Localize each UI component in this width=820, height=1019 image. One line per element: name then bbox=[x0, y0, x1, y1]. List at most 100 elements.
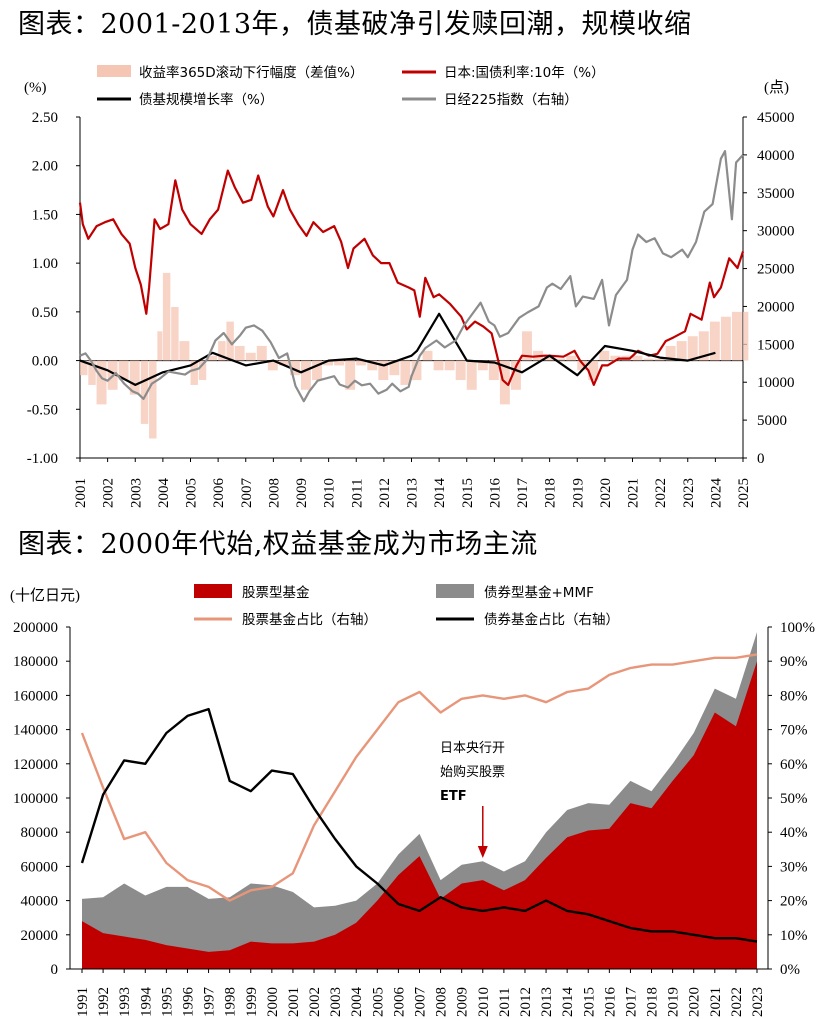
bond-mmf-fund-area bbox=[82, 632, 757, 969]
chart2-x-tick-label: 2018 bbox=[645, 987, 661, 1017]
yield-drawdown-bar bbox=[488, 360, 499, 381]
chart1-x-tick-label: 2021 bbox=[626, 478, 642, 508]
yield-drawdown-bar bbox=[466, 360, 477, 390]
chart1-x-tick-label: 2018 bbox=[543, 478, 559, 508]
yield-drawdown-bar bbox=[643, 358, 654, 361]
yield-drawdown-bar bbox=[444, 360, 455, 371]
chart1-x-tick-label: 2017 bbox=[515, 478, 531, 509]
chart1-right-unit: (点) bbox=[764, 79, 789, 96]
chart1-x-tick-label: 2014 bbox=[432, 478, 448, 509]
chart2-right-tick-label: 90% bbox=[780, 654, 808, 670]
chart1-right-tick-label: 5000 bbox=[757, 413, 787, 429]
chart2-x-tick-label: 2008 bbox=[434, 987, 450, 1017]
chart2-x-tick-label: 2017 bbox=[623, 987, 639, 1018]
bond-fund-growth-line bbox=[79, 312, 716, 386]
yield-drawdown-bar bbox=[367, 360, 378, 371]
chart1-left-tick-label: 0.50 bbox=[32, 305, 58, 321]
chart1-left-tick-label: 2.00 bbox=[32, 159, 58, 175]
chart1-right-tick-label: 40000 bbox=[757, 148, 795, 164]
chart1-legend-swatch bbox=[97, 65, 131, 77]
yield-drawdown-bar bbox=[256, 345, 267, 361]
chart2-legend-label: 股票基金占比（右轴） bbox=[242, 611, 377, 628]
yield-drawdown-bar bbox=[118, 360, 129, 381]
chart2-x-tick-label: 2000 bbox=[265, 987, 281, 1017]
chart1-x-tick-label: 2007 bbox=[239, 478, 255, 509]
chart2-x-tick-label: 2019 bbox=[666, 987, 682, 1017]
chart2-right-tick-label: 10% bbox=[780, 928, 808, 944]
chart2-x-tick-label: 1999 bbox=[244, 987, 260, 1017]
yield-drawdown-bar bbox=[610, 355, 621, 361]
chart2-title: 图表：2000年代始,权益基金成为市场主流 bbox=[18, 529, 538, 560]
etf-annotation-arrowhead bbox=[477, 846, 488, 858]
chart1-left-tick-label: -0.50 bbox=[27, 402, 58, 418]
chart1-left-tick-label: 2.50 bbox=[32, 110, 58, 126]
chart2-right-tick-label: 100% bbox=[780, 620, 815, 636]
chart1-x-tick-label: 2012 bbox=[377, 478, 393, 508]
yield-drawdown-bar bbox=[278, 360, 289, 366]
chart2-x-tick-label: 2010 bbox=[476, 987, 492, 1017]
chart2-x-tick-label: 2007 bbox=[413, 987, 429, 1018]
chart2-x-tick-label: 1993 bbox=[117, 987, 133, 1017]
nikkei225-line bbox=[79, 150, 744, 403]
yield-drawdown-bar bbox=[323, 360, 334, 366]
yield-drawdown-bar bbox=[149, 360, 157, 439]
etf-annotation-line: 始购买股票 bbox=[440, 764, 505, 780]
yield-drawdown-bar bbox=[334, 360, 345, 366]
chart2-left-tick-label: 100000 bbox=[13, 791, 58, 807]
yield-drawdown-bar bbox=[566, 355, 577, 361]
yield-drawdown-bar bbox=[599, 350, 610, 361]
etf-annotation-line: ETF bbox=[440, 789, 467, 804]
yield-drawdown-bar bbox=[665, 345, 676, 361]
chart2-x-tick-label: 1992 bbox=[96, 987, 112, 1017]
chart1-right-tick-label: 0 bbox=[757, 451, 765, 467]
yield-drawdown-bar bbox=[171, 306, 179, 361]
chart2-left-tick-label: 200000 bbox=[13, 620, 58, 636]
chart1-title: 图表：2001-2013年，债基破净引发赎回潮，规模收缩 bbox=[18, 9, 692, 40]
yield-drawdown-bar bbox=[289, 360, 300, 376]
yield-drawdown-bar bbox=[198, 360, 207, 381]
chart2-left-tick-label: 20000 bbox=[21, 928, 59, 944]
chart2-x-tick-label: 2015 bbox=[581, 987, 597, 1017]
chart1-legend-label: 收益率365D滚动下行幅度（差值%） bbox=[139, 64, 364, 81]
chart2-right-tick-label: 70% bbox=[780, 723, 808, 739]
yield-drawdown-bar bbox=[218, 341, 226, 361]
chart1-legend-label: 日本:国债利率:10年（%） bbox=[444, 64, 605, 81]
chart2-left-tick-label: 160000 bbox=[13, 688, 58, 704]
chart2-x-tick-label: 2021 bbox=[708, 987, 724, 1017]
chart2-legend-label: 债券基金占比（右轴） bbox=[484, 611, 619, 628]
chart2-left-tick-label: 0 bbox=[51, 962, 59, 978]
chart2-x-tick-label: 1996 bbox=[180, 987, 196, 1018]
chart1-left-tick-label: -1.00 bbox=[27, 451, 58, 467]
yield-drawdown-bar bbox=[555, 358, 566, 361]
yield-drawdown-bar bbox=[312, 360, 322, 381]
chart2-x-tick-label: 2001 bbox=[286, 987, 302, 1017]
yield-drawdown-bar bbox=[96, 360, 107, 405]
chart1-x-tick-label: 2020 bbox=[598, 478, 614, 508]
yield-drawdown-bar bbox=[267, 360, 278, 371]
yield-drawdown-bar bbox=[455, 360, 466, 381]
chart2-legend-swatch bbox=[194, 584, 232, 598]
chart1-legend-label: 日经225指数（右轴） bbox=[444, 92, 578, 108]
chart2-left-tick-label: 60000 bbox=[21, 859, 59, 875]
yield-drawdown-bar bbox=[544, 355, 555, 361]
yield-drawdown-bar bbox=[422, 350, 433, 361]
chart2-x-tick-label: 2003 bbox=[328, 987, 344, 1017]
yield-drawdown-bar bbox=[162, 272, 171, 361]
yield-drawdown-bar bbox=[234, 345, 245, 361]
chart1-right-tick-label: 10000 bbox=[757, 375, 795, 391]
chart2-x-tick-label: 1998 bbox=[223, 987, 239, 1017]
chart2-x-tick-label: 2013 bbox=[539, 987, 555, 1017]
yield-drawdown-bar bbox=[190, 360, 198, 385]
yield-drawdown-bar bbox=[477, 360, 488, 371]
chart1-right-tick-label: 25000 bbox=[757, 262, 795, 278]
chart2-x-tick-label: 1994 bbox=[138, 987, 154, 1018]
yield-drawdown-bar bbox=[632, 355, 643, 361]
chart2-x-tick-label: 2009 bbox=[455, 987, 471, 1017]
yield-drawdown-bar bbox=[411, 360, 422, 381]
chart2-left-tick-label: 80000 bbox=[21, 825, 59, 841]
chart1-x-tick-label: 2004 bbox=[156, 478, 172, 509]
chart1-legend-label: 债基规模增长率（%） bbox=[139, 91, 273, 108]
etf-annotation-line: 日本央行开 bbox=[440, 741, 505, 756]
chart2-x-tick-label: 2005 bbox=[370, 987, 386, 1017]
yield-drawdown-bar bbox=[510, 360, 521, 390]
